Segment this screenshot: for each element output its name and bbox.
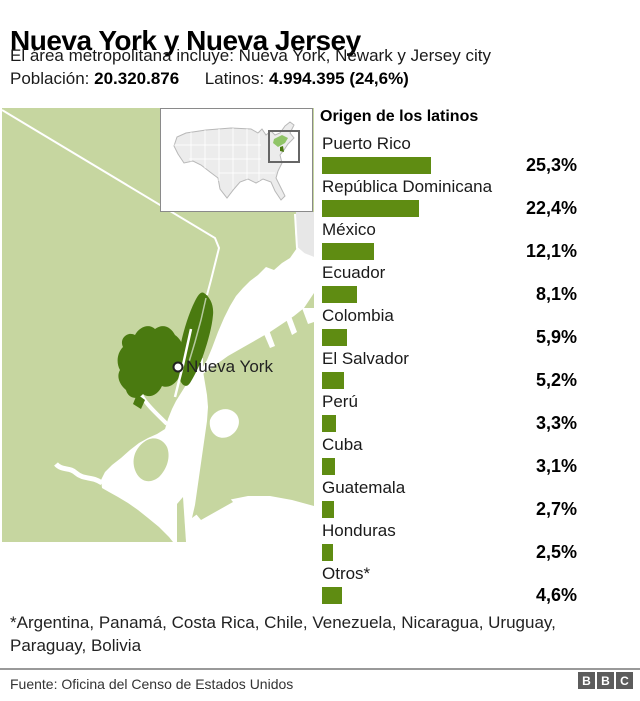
inset-canvas (173, 121, 300, 201)
inset-nj-highlight (280, 146, 284, 152)
bar-line: 2,5% (320, 541, 577, 564)
bbc-logo-block: B (597, 672, 614, 689)
jamaica-bay (209, 409, 239, 438)
source-credit: Fuente: Oficina del Censo de Estados Uni… (10, 676, 294, 692)
inlet (302, 308, 314, 324)
latinos-value: 4.994.395 (24,6%) (268, 69, 409, 88)
inset-highlight-frame (268, 130, 300, 163)
chart-row: Ecuador 8,1% (320, 263, 577, 306)
ny-nj-border-line (2, 109, 221, 296)
bar-value: 4,6% (535, 585, 577, 605)
bar-line: 5,9% (320, 326, 577, 349)
city-label: Nueva York (186, 357, 273, 376)
bar (322, 243, 374, 260)
bar (322, 544, 333, 561)
bar (322, 286, 357, 303)
bar-label: Colombia (322, 306, 394, 325)
bar (322, 329, 347, 346)
us-silhouette (173, 121, 295, 201)
sandy-hook (177, 497, 186, 542)
chart-row: Puerto Rico 25,3% (320, 134, 577, 177)
bar-value: 5,2% (535, 370, 577, 390)
bar-value: 25,3% (525, 155, 577, 175)
bar-value: 22,4% (525, 198, 577, 218)
harbor-water (101, 358, 314, 542)
origin-chart: Origen de los latinos Puerto Rico 25,3% … (320, 108, 577, 607)
chart-row: Otros* 4,6% (320, 564, 577, 607)
chart-title: Origen de los latinos (320, 108, 479, 125)
bar-line: 12,1% (320, 240, 577, 263)
bar-line: 4,6% (320, 584, 577, 607)
border-line-faint (188, 297, 207, 363)
bar (322, 587, 342, 604)
latinos-label: Latinos: (204, 69, 265, 88)
bar-label: Ecuador (322, 263, 386, 282)
bar-label: Otros* (322, 564, 371, 583)
population-value: 20.320.876 (94, 69, 180, 88)
chart-row: Colombia 5,9% (320, 306, 577, 349)
chart-row: Perú 3,3% (320, 392, 577, 435)
staten-island (133, 438, 169, 482)
bar-line: 8,1% (320, 283, 577, 306)
other-state-area (295, 212, 314, 258)
bar (322, 415, 336, 432)
bar-value: 5,9% (535, 327, 577, 347)
bar-label: República Dominicana (322, 177, 493, 196)
bar-label: Honduras (322, 521, 396, 540)
inlet (286, 316, 297, 335)
bar-value: 2,7% (535, 499, 577, 519)
bar-label: Cuba (322, 435, 363, 454)
chart-rows: Puerto Rico 25,3% República Dominicana 2… (320, 134, 577, 607)
bar (322, 501, 334, 518)
chart-row: México 12,1% (320, 220, 577, 263)
bbc-logo-block: B (578, 672, 595, 689)
bar-line: 3,1% (320, 455, 577, 478)
chart-row: Guatemala 2,7% (320, 478, 577, 521)
footnote: *Argentina, Panamá, Costa Rica, Chile, V… (10, 613, 556, 655)
bar-value: 8,1% (535, 284, 577, 304)
metro-area-tail (133, 394, 145, 409)
subtitle: El área metropolitana incluye: Nueva Yor… (10, 46, 491, 65)
chart-row: Cuba 3,1% (320, 435, 577, 478)
bar (322, 157, 431, 174)
page-title: Nueva York y Nueva Jersey (10, 24, 361, 56)
bar-line: 22,4% (320, 197, 577, 220)
chart-row: El Salvador 5,2% (320, 349, 577, 392)
raritan-river (54, 462, 104, 486)
bbc-logo-block: C (616, 672, 633, 689)
chart-row: República Dominicana 22,4% (320, 177, 577, 220)
inset-ny-highlight (273, 135, 288, 147)
bar-value: 3,3% (535, 413, 577, 433)
bar (322, 458, 335, 475)
rockaway-spit (196, 496, 233, 520)
bar-value: 3,1% (535, 456, 577, 476)
bar (322, 200, 419, 217)
chart-row: Honduras 2,5% (320, 521, 577, 564)
bar-label: Guatemala (322, 478, 406, 497)
bar-line: 3,3% (320, 412, 577, 435)
bar-line: 25,3% (320, 154, 577, 177)
us-inset-map (160, 108, 313, 212)
population-label: Población: (10, 69, 90, 88)
state-lines (174, 127, 275, 189)
bar-line: 5,2% (320, 369, 577, 392)
footer-divider (0, 668, 640, 670)
bar-label: Puerto Rico (322, 134, 411, 153)
bar-label: El Salvador (322, 349, 409, 368)
long-island-sound (200, 248, 314, 376)
bar-value: 12,1% (525, 241, 577, 261)
inlet (264, 330, 275, 348)
bar-label: Perú (322, 392, 358, 411)
bar (322, 372, 344, 389)
city-marker-icon (172, 361, 184, 373)
stats-line: Población: 20.320.876 Latinos: 4.994.395… (10, 69, 409, 89)
bar-label: México (322, 220, 376, 239)
bar-value: 2,5% (535, 542, 577, 562)
metro-area-blob (117, 326, 188, 398)
metro-map: Nueva York (2, 108, 314, 542)
bar-line: 2,7% (320, 498, 577, 521)
